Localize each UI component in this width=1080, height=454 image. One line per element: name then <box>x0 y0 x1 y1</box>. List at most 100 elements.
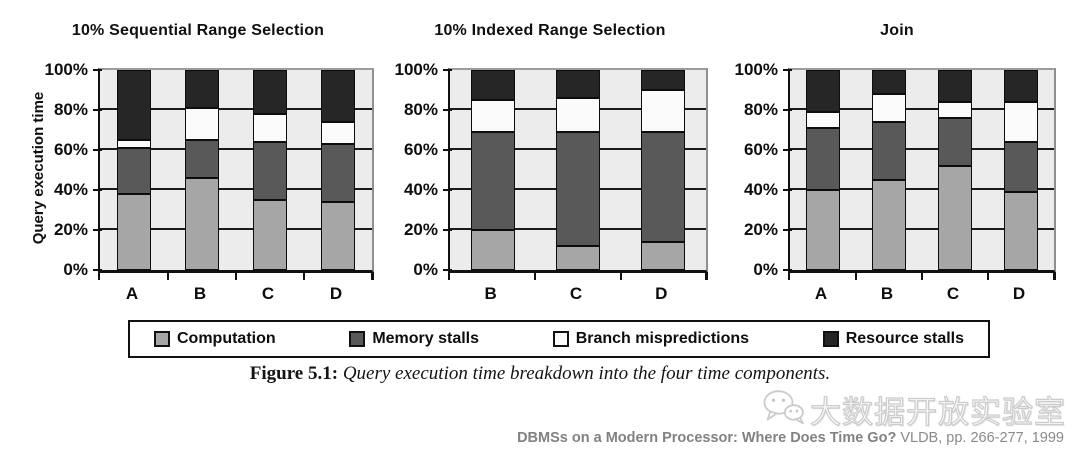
segment-memory-stalls <box>117 148 151 194</box>
category-label: A <box>814 284 828 303</box>
segment-computation <box>1004 192 1038 270</box>
stacked-bar-C <box>938 70 972 270</box>
bars-layer <box>450 70 708 280</box>
watermark-text: 大数据开放实验室 <box>809 394 1066 430</box>
bars-layer <box>790 70 1055 280</box>
segment-resource-stalls <box>253 70 287 114</box>
segment-branch-mispredictions <box>185 108 219 140</box>
legend-item-branch-mispredictions: Branch mispredictions <box>552 330 749 348</box>
category-label: B <box>880 284 894 303</box>
x-axis-labels: A B C D <box>788 284 1052 304</box>
y-axis-tick-label: 80% <box>30 101 102 119</box>
stacked-bar-C <box>253 70 287 270</box>
citation: DBMSs on a Modern Processor: Where Does … <box>517 430 1064 446</box>
bar-slot <box>790 70 857 280</box>
bar-slot <box>535 70 622 280</box>
legend-swatch-resource-stalls <box>822 331 839 347</box>
segment-memory-stalls <box>555 132 600 246</box>
stacked-bar-B <box>185 70 219 270</box>
category-label: C <box>569 284 583 303</box>
bar-slot <box>304 70 373 280</box>
segment-memory-stalls <box>321 144 355 202</box>
plot-area: 0% 20% 40% 60% 80% 100% <box>395 61 708 280</box>
legend: Computation Memory stalls Branch mispredic… <box>128 320 990 358</box>
y-axis-tick-label: 40% <box>380 181 452 199</box>
y-axis-tick-label: 0% <box>720 261 792 279</box>
segment-computation <box>938 166 972 270</box>
bar-slot <box>450 70 537 280</box>
citation-venue: VLDB, pp. 266-277, 1999 <box>900 430 1064 446</box>
x-axis-labels: B C D <box>448 284 704 304</box>
legend-label: Resource stalls <box>845 330 964 347</box>
legend-swatch-branch-mispredictions <box>552 331 569 347</box>
segment-branch-mispredictions <box>806 112 840 128</box>
segment-branch-mispredictions <box>253 114 287 142</box>
segment-computation <box>806 190 840 270</box>
legend-label: Memory stalls <box>372 330 480 347</box>
chart-title: Join <box>880 22 914 39</box>
segment-resource-stalls <box>1004 70 1038 102</box>
segment-memory-stalls <box>641 132 686 242</box>
category-label: C <box>261 284 275 303</box>
y-axis-tick-label: 20% <box>380 221 452 239</box>
segment-memory-stalls <box>253 142 287 200</box>
bar-slot <box>100 70 169 280</box>
bar-slot <box>988 70 1055 280</box>
y-axis-tick-label: 20% <box>720 221 792 239</box>
chart-sequential-range-selection: 10% Sequential Range Selection Query exe… <box>20 20 376 320</box>
segment-resource-stalls <box>806 70 840 112</box>
y-axis-tick-label: 60% <box>30 141 102 159</box>
y-axis-tick-label: 0% <box>380 261 452 279</box>
caption-text: Query execution time breakdown into the … <box>342 363 831 384</box>
watermark: 大数据开放实验室 <box>761 387 1066 432</box>
bars-layer <box>100 70 373 280</box>
segment-memory-stalls <box>1004 142 1038 192</box>
bar-slot <box>922 70 989 280</box>
x-axis-labels: A B C D <box>98 284 370 304</box>
y-axis-tick-label: 60% <box>380 141 452 159</box>
segment-branch-mispredictions <box>555 98 600 132</box>
chart-title: 10% Sequential Range Selection <box>71 22 325 39</box>
stacked-bar-D <box>1004 70 1038 270</box>
segment-computation <box>253 200 287 270</box>
segment-computation <box>555 246 600 270</box>
citation-title: DBMSs on a Modern Processor: Where Does … <box>517 430 897 446</box>
y-axis-tick-label: 100% <box>30 61 102 79</box>
plot-area: 0% 20% 40% 60% 80% 100% <box>45 61 374 280</box>
segment-memory-stalls <box>938 118 972 166</box>
segment-memory-stalls <box>806 128 840 190</box>
stacked-bar-A <box>806 70 840 270</box>
category-label: C <box>946 284 960 303</box>
chart-indexed-range-selection: 10% Indexed Range Selection 0% 20% 40% 60% 8… <box>390 20 710 320</box>
bar-slot <box>856 70 923 280</box>
stacked-bar-A <box>117 70 151 270</box>
legend-swatch-memory-stalls <box>349 331 366 347</box>
segment-resource-stalls <box>117 70 151 140</box>
category-label: D <box>655 284 668 303</box>
segment-computation <box>641 242 686 270</box>
stacked-bar-B <box>470 70 515 270</box>
segment-computation <box>321 202 355 270</box>
segment-computation <box>470 230 515 270</box>
legend-items: Computation Memory stalls Branch mispredic… <box>130 330 988 348</box>
segment-resource-stalls <box>321 70 355 122</box>
segment-branch-mispredictions <box>641 90 686 132</box>
segment-branch-mispredictions <box>1004 102 1038 142</box>
y-axis-tick-label: 20% <box>30 221 102 239</box>
legend-item-memory-stalls: Memory stalls <box>349 330 479 348</box>
y-axis-tick-label: 80% <box>720 101 792 119</box>
bar-slot <box>236 70 305 280</box>
category-label: B <box>193 284 207 303</box>
segment-computation <box>185 178 219 270</box>
stacked-bar-C <box>555 70 600 270</box>
segment-resource-stalls <box>555 70 600 98</box>
segment-resource-stalls <box>185 70 219 108</box>
y-axis-tick-label: 60% <box>720 141 792 159</box>
segment-memory-stalls <box>470 132 515 230</box>
category-label: B <box>484 284 497 303</box>
y-axis-tick-label: 100% <box>720 61 792 79</box>
category-label: D <box>1012 284 1026 303</box>
segment-resource-stalls <box>938 70 972 102</box>
segment-resource-stalls <box>872 70 906 94</box>
